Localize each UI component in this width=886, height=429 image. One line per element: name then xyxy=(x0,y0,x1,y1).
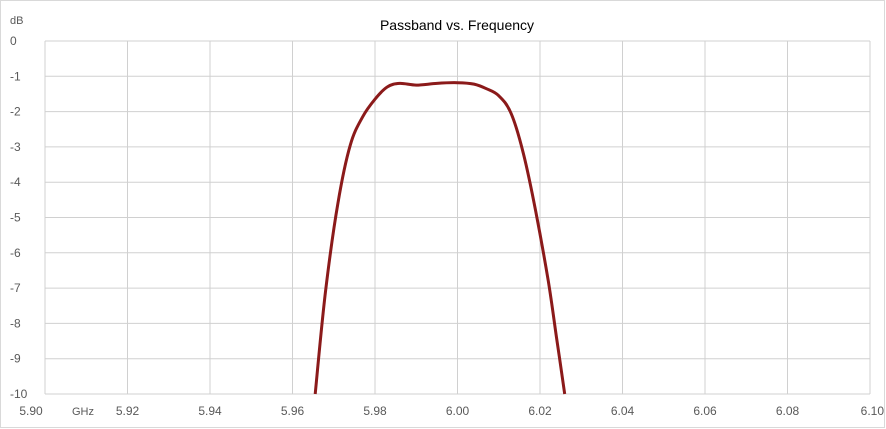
chart-title: Passband vs. Frequency xyxy=(380,17,534,33)
passband-series-line xyxy=(313,81,567,395)
x-tick-label: 5.92 xyxy=(116,404,140,418)
y-tick-label: 0 xyxy=(10,34,17,48)
x-tick-labels: 5.90 5.92 5.94 5.96 5.98 6.00 6.02 6.04 6.06 6.08… xyxy=(19,404,884,418)
y-tick-label: -1 xyxy=(10,69,21,83)
x-tick-label: 6.02 xyxy=(528,404,552,418)
y-tick-label: -3 xyxy=(10,140,21,154)
x-tick-label: 6.06 xyxy=(693,404,717,418)
x-tick-label: 6.10 xyxy=(861,404,885,418)
x-tick-label: 6.00 xyxy=(446,404,470,418)
grid xyxy=(44,40,871,395)
y-tick-label: -9 xyxy=(10,352,21,366)
x-tick-label: 5.94 xyxy=(198,404,222,418)
x-tick-label: 5.96 xyxy=(281,404,305,418)
y-tick-label: -7 xyxy=(10,281,21,295)
y-axis-unit-label: dB xyxy=(10,15,23,27)
y-tick-label: -5 xyxy=(10,211,21,225)
x-tick-label: 5.90 xyxy=(19,404,43,418)
x-tick-label: 5.98 xyxy=(363,404,387,418)
y-tick-label: -8 xyxy=(10,316,21,330)
y-tick-label: -6 xyxy=(10,246,21,260)
series-group xyxy=(313,81,567,395)
x-tick-label: 6.08 xyxy=(776,404,800,418)
y-tick-label: -2 xyxy=(10,105,21,119)
x-tick-label: 6.04 xyxy=(611,404,635,418)
y-tick-label: -10 xyxy=(10,387,28,401)
y-tick-labels: 0 -1 -2 -3 -4 -5 -6 -7 -8 -9 -10 xyxy=(10,34,28,401)
x-axis-unit-label: GHz xyxy=(72,406,94,418)
y-tick-label: -4 xyxy=(10,175,21,189)
